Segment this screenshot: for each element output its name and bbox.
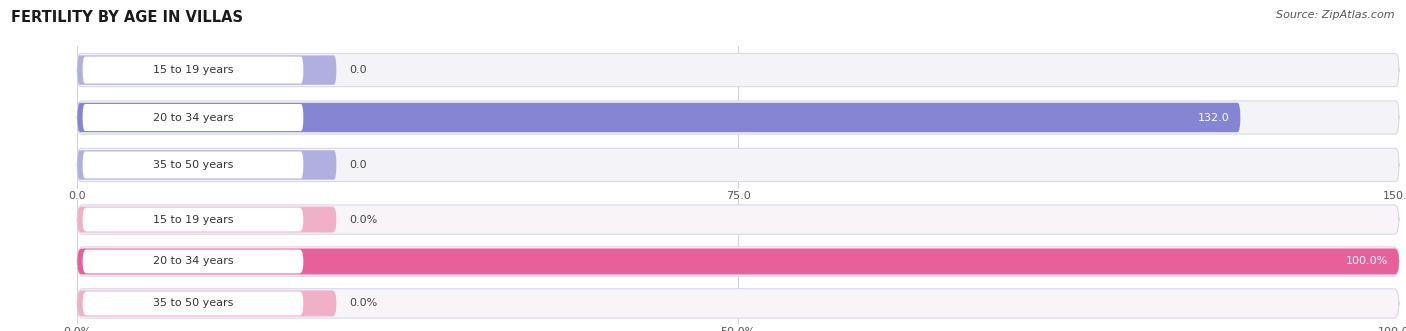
Text: 0.0%: 0.0% <box>350 299 378 308</box>
Text: Source: ZipAtlas.com: Source: ZipAtlas.com <box>1277 10 1395 20</box>
Text: 0.0%: 0.0% <box>350 214 378 224</box>
FancyBboxPatch shape <box>77 148 1399 181</box>
Text: 15 to 19 years: 15 to 19 years <box>153 65 233 75</box>
Text: FERTILITY BY AGE IN VILLAS: FERTILITY BY AGE IN VILLAS <box>11 10 243 25</box>
FancyBboxPatch shape <box>77 247 1399 276</box>
Text: 20 to 34 years: 20 to 34 years <box>153 113 233 122</box>
Text: 35 to 50 years: 35 to 50 years <box>153 299 233 308</box>
Text: 100.0%: 100.0% <box>1346 257 1388 266</box>
Text: 0.0: 0.0 <box>350 160 367 170</box>
FancyBboxPatch shape <box>77 249 1399 274</box>
FancyBboxPatch shape <box>83 57 304 84</box>
FancyBboxPatch shape <box>77 150 336 180</box>
Text: 132.0: 132.0 <box>1198 113 1230 122</box>
Text: 0.0: 0.0 <box>350 65 367 75</box>
FancyBboxPatch shape <box>83 292 304 315</box>
FancyBboxPatch shape <box>83 208 304 231</box>
Text: 20 to 34 years: 20 to 34 years <box>153 257 233 266</box>
Text: 15 to 19 years: 15 to 19 years <box>153 214 233 224</box>
FancyBboxPatch shape <box>77 289 1399 318</box>
FancyBboxPatch shape <box>77 103 1240 132</box>
FancyBboxPatch shape <box>77 55 336 85</box>
FancyBboxPatch shape <box>83 151 304 178</box>
FancyBboxPatch shape <box>77 205 1399 234</box>
FancyBboxPatch shape <box>77 207 336 233</box>
FancyBboxPatch shape <box>83 104 304 131</box>
FancyBboxPatch shape <box>77 101 1399 134</box>
FancyBboxPatch shape <box>77 290 336 316</box>
Text: 35 to 50 years: 35 to 50 years <box>153 160 233 170</box>
FancyBboxPatch shape <box>83 250 304 273</box>
FancyBboxPatch shape <box>77 54 1399 87</box>
